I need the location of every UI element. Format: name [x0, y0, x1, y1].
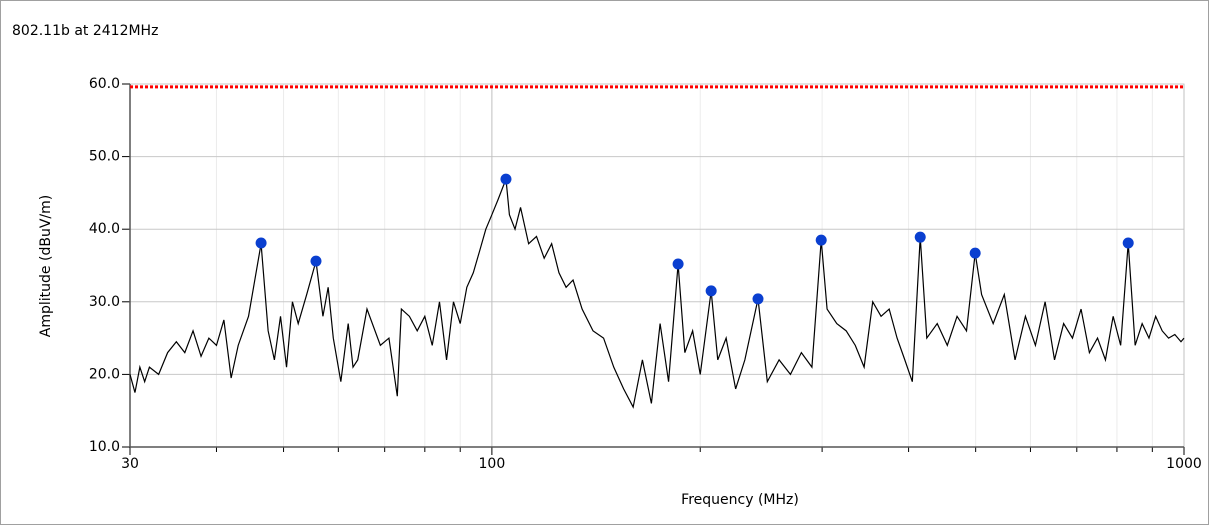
y-tick-label: 40.0 — [89, 221, 120, 237]
peak-marker — [914, 231, 926, 243]
peak-marker — [969, 247, 981, 259]
x-axis-label: Frequency (MHz) — [681, 492, 799, 508]
x-tick-label: 30 — [121, 456, 139, 472]
y-axis-label: Amplitude (dBuV/m) — [38, 195, 54, 337]
peak-marker — [310, 255, 322, 267]
trace — [129, 178, 1185, 409]
peak-marker — [672, 258, 684, 270]
peak-marker — [1122, 237, 1134, 249]
y-tick-label: 10.0 — [89, 439, 120, 455]
peak-marker — [255, 237, 267, 249]
chart-title: 802.11b at 2412MHz — [12, 23, 158, 39]
y-tick-label: 50.0 — [89, 149, 120, 165]
y-tick-label: 30.0 — [89, 294, 120, 310]
peak-marker — [705, 285, 717, 297]
x-tick-label: 100 — [479, 456, 506, 472]
y-tick-label: 20.0 — [89, 366, 120, 382]
x-tick-label: 1000 — [1166, 456, 1202, 472]
peak-marker — [752, 293, 764, 305]
peak-marker — [815, 234, 827, 246]
plot-area — [129, 83, 1185, 448]
y-tick-label: 60.0 — [89, 76, 120, 92]
peak-marker — [500, 173, 512, 185]
